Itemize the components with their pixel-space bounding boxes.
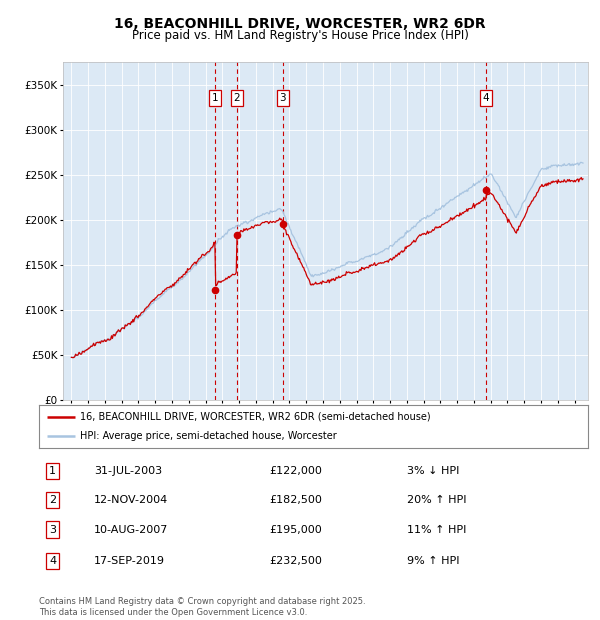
Text: £232,500: £232,500 — [269, 556, 322, 566]
Text: 4: 4 — [49, 556, 56, 566]
Text: 16, BEACONHILL DRIVE, WORCESTER, WR2 6DR (semi-detached house): 16, BEACONHILL DRIVE, WORCESTER, WR2 6DR… — [80, 412, 431, 422]
Text: 10-AUG-2007: 10-AUG-2007 — [94, 525, 168, 534]
Text: £195,000: £195,000 — [269, 525, 322, 534]
Text: 31-JUL-2003: 31-JUL-2003 — [94, 466, 162, 476]
Text: 12-NOV-2004: 12-NOV-2004 — [94, 495, 168, 505]
Text: HPI: Average price, semi-detached house, Worcester: HPI: Average price, semi-detached house,… — [80, 432, 337, 441]
Text: 1: 1 — [49, 466, 56, 476]
Text: 3% ↓ HPI: 3% ↓ HPI — [407, 466, 459, 476]
Text: 17-SEP-2019: 17-SEP-2019 — [94, 556, 165, 566]
Text: £182,500: £182,500 — [269, 495, 322, 505]
Text: 11% ↑ HPI: 11% ↑ HPI — [407, 525, 466, 534]
Text: 1: 1 — [212, 93, 218, 103]
Text: 2: 2 — [49, 495, 56, 505]
Text: £122,000: £122,000 — [269, 466, 322, 476]
Text: Contains HM Land Registry data © Crown copyright and database right 2025.
This d: Contains HM Land Registry data © Crown c… — [39, 598, 365, 617]
Text: 3: 3 — [49, 525, 56, 534]
Text: 2: 2 — [233, 93, 240, 103]
Text: 3: 3 — [280, 93, 286, 103]
Text: 4: 4 — [482, 93, 489, 103]
Text: Price paid vs. HM Land Registry's House Price Index (HPI): Price paid vs. HM Land Registry's House … — [131, 30, 469, 42]
Text: 9% ↑ HPI: 9% ↑ HPI — [407, 556, 460, 566]
Text: 20% ↑ HPI: 20% ↑ HPI — [407, 495, 466, 505]
Text: 16, BEACONHILL DRIVE, WORCESTER, WR2 6DR: 16, BEACONHILL DRIVE, WORCESTER, WR2 6DR — [114, 17, 486, 30]
